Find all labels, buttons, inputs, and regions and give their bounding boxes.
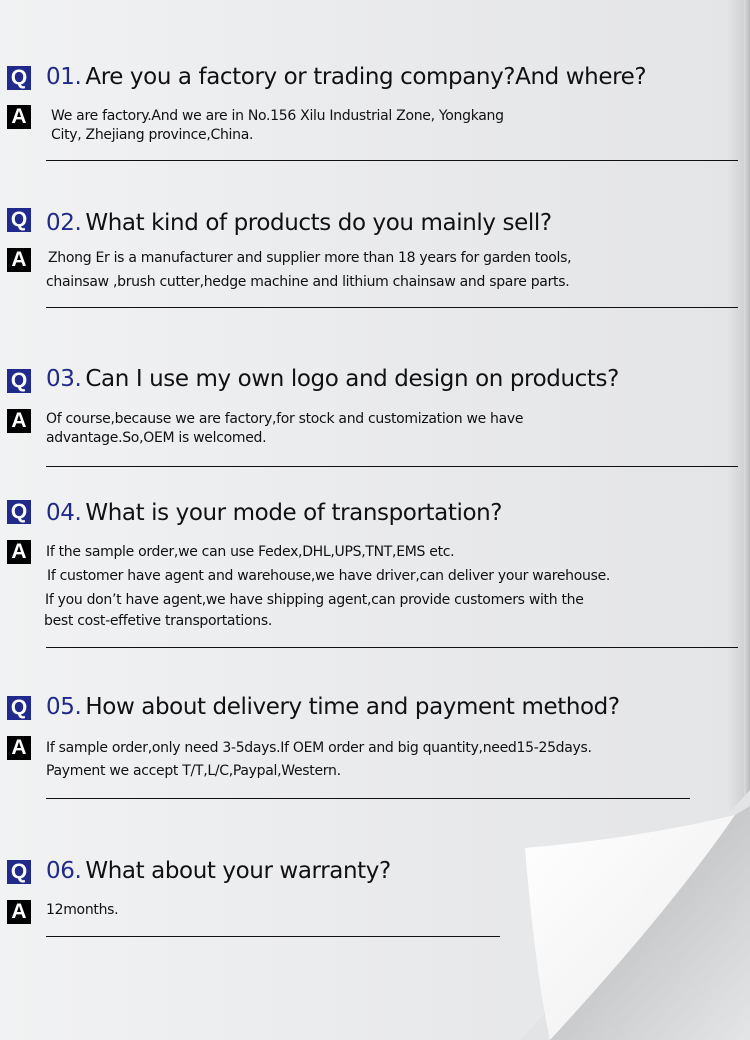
divider xyxy=(46,798,690,799)
question-number: 03. xyxy=(46,366,82,392)
answer: If sample order,only need 3-5days.If OEM… xyxy=(46,737,592,783)
divider xyxy=(46,647,738,648)
answer: If the sample order,we can use Fedex,DHL… xyxy=(44,540,610,632)
a-badge: A xyxy=(7,409,31,433)
answer-line: If customer have agent and warehouse,we … xyxy=(47,568,611,584)
question-number: 01. xyxy=(46,64,82,90)
answer: Of course,because we are factory,for sto… xyxy=(46,410,524,448)
question: 02. What kind of products do you mainly s… xyxy=(46,210,552,236)
answer: We are factory.And we are in No.156 Xilu… xyxy=(51,107,504,145)
question-text: Can I use my own logo and design on prod… xyxy=(85,366,619,392)
a-badge: A xyxy=(7,105,31,129)
answer-line: If you don’t have agent,we have shipping… xyxy=(45,592,584,608)
answer-line: Zhong Er is a manufacturer and supplier … xyxy=(48,250,572,266)
question-text: What is your mode of transportation? xyxy=(85,500,503,526)
question-number: 06. xyxy=(46,858,82,884)
q-badge: Q xyxy=(7,696,31,720)
q-badge: Q xyxy=(7,500,31,524)
page-edge-shadow xyxy=(744,0,750,1030)
divider xyxy=(46,160,738,161)
q-badge: Q xyxy=(7,860,31,884)
answer-line: best cost-effetive transportations. xyxy=(44,613,272,629)
answer-line: City, Zhejiang province,China. xyxy=(51,127,254,143)
a-badge: A xyxy=(7,248,31,272)
answer-line: Payment we accept T/T,L/C,Paypal,Western… xyxy=(46,763,341,779)
question: 04. What is your mode of transportation? xyxy=(46,500,503,526)
answer: 12months. xyxy=(46,901,119,920)
question-text: What about your warranty? xyxy=(85,858,391,884)
divider xyxy=(46,936,500,937)
answer-line: If sample order,only need 3-5days.If OEM… xyxy=(46,740,592,756)
a-badge: A xyxy=(7,540,31,564)
q-badge: Q xyxy=(7,369,31,393)
divider xyxy=(46,307,738,308)
question-number: 05. xyxy=(46,694,82,720)
a-badge: A xyxy=(7,900,31,924)
a-badge: A xyxy=(7,736,31,760)
answer-line: 12months. xyxy=(46,902,119,918)
answer-line: chainsaw ,brush cutter,hedge machine and… xyxy=(46,274,570,290)
answer: Zhong Er is a manufacturer and supplier … xyxy=(46,246,572,294)
answer-line: If the sample order,we can use Fedex,DHL… xyxy=(46,544,455,560)
answer-line: We are factory.And we are in No.156 Xilu… xyxy=(51,108,504,124)
question: 03. Can I use my own logo and design on p… xyxy=(46,366,619,392)
question-number: 02. xyxy=(46,210,82,236)
answer-line: advantage.So,OEM is welcomed. xyxy=(46,430,267,446)
question: 01. Are you a factory or trading company?… xyxy=(46,64,647,90)
q-badge: Q xyxy=(7,208,31,232)
answer-line: Of course,because we are factory,for sto… xyxy=(46,411,524,427)
divider xyxy=(46,466,738,467)
question-text: Are you a factory or trading company?And… xyxy=(85,64,647,90)
question-number: 04. xyxy=(46,500,82,526)
question: 05. How about delivery time and payment m… xyxy=(46,694,620,720)
question-text: What kind of products do you mainly sell… xyxy=(85,210,552,236)
q-badge: Q xyxy=(7,66,31,90)
page-curl-graphic xyxy=(520,790,750,1040)
question-text: How about delivery time and payment meth… xyxy=(85,694,620,720)
question: 06. What about your warranty? xyxy=(46,858,391,884)
